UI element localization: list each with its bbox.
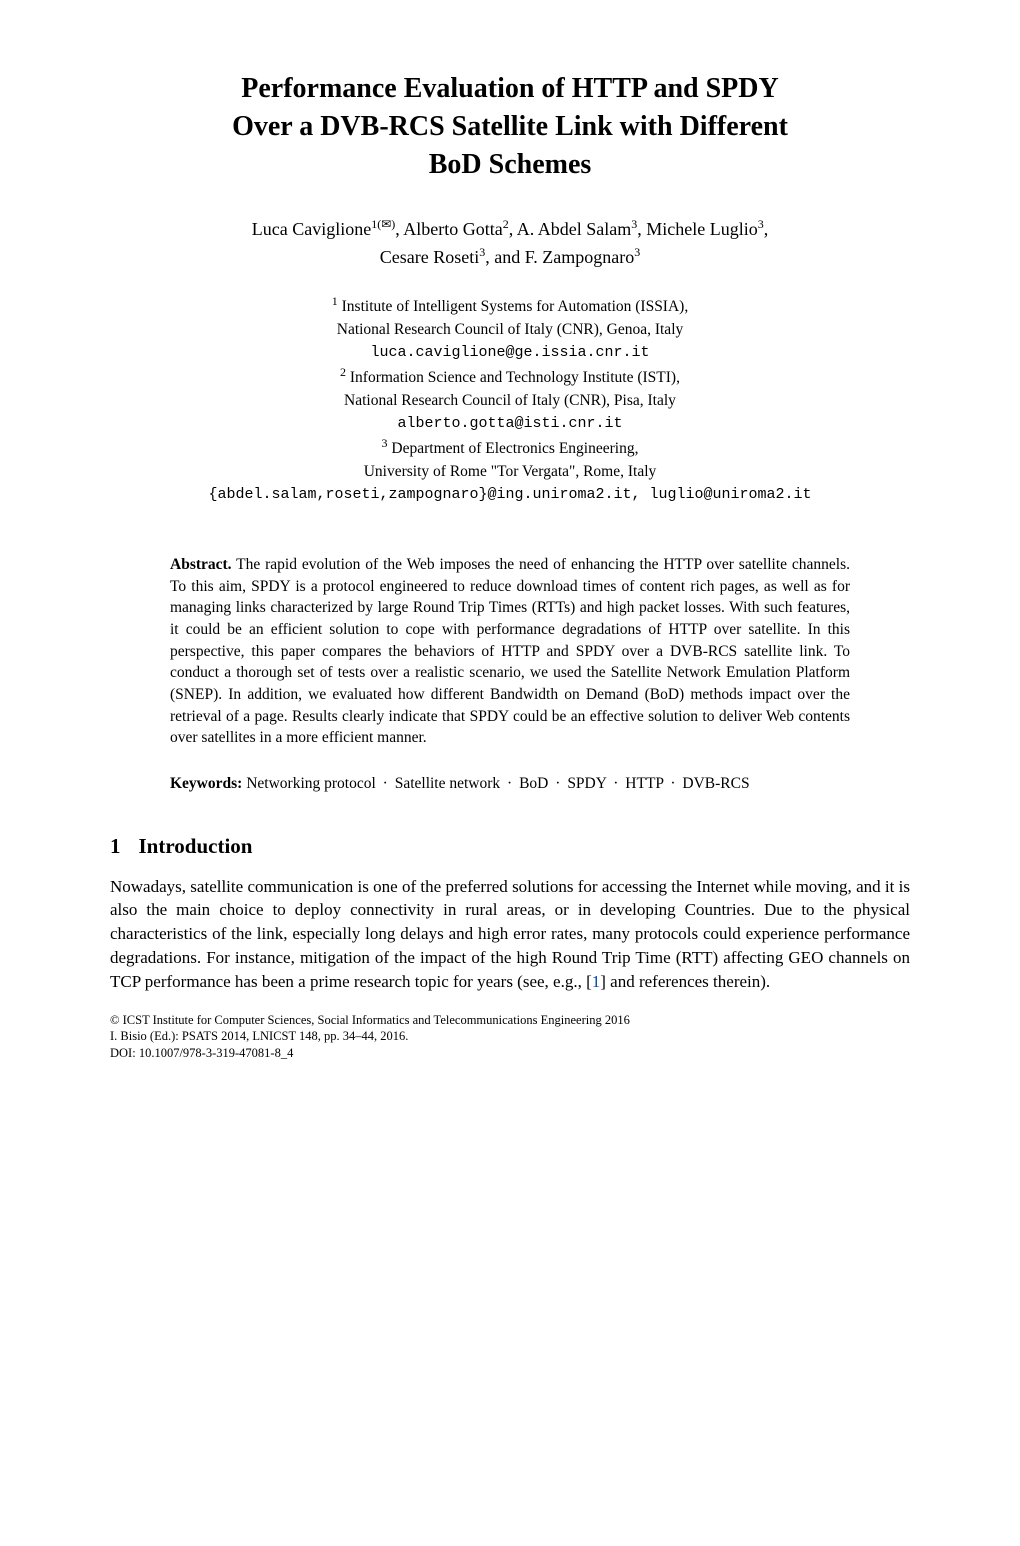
paper-title: Performance Evaluation of HTTP and SPDY … — [110, 70, 910, 183]
copyright-line: © ICST Institute for Computer Sciences, … — [110, 1013, 630, 1027]
footer-block: © ICST Institute for Computer Sciences, … — [110, 1012, 910, 1063]
affil-1-line-2: National Research Council of Italy (CNR)… — [337, 321, 684, 338]
keyword-3: BoD — [519, 775, 548, 792]
title-line-3: BoD Schemes — [429, 149, 592, 180]
intro-paragraph: Nowadays, satellite communication is one… — [110, 875, 910, 994]
intro-text-part-1: Nowadays, satellite communication is one… — [110, 877, 910, 991]
authors-block: Luca Caviglione1(✉), Alberto Gotta2, A. … — [110, 215, 910, 271]
affil-2-line-1: Information Science and Technology Insti… — [346, 369, 680, 386]
affil-3-line-2: University of Rome "Tor Vergata", Rome, … — [364, 463, 657, 480]
reference-link-1[interactable]: 1 — [592, 972, 601, 991]
title-line-1: Performance Evaluation of HTTP and SPDY — [241, 73, 778, 104]
keywords-block: Keywords: Networking protocol · Satellit… — [170, 773, 850, 795]
section-1-number: 1 — [110, 834, 121, 858]
keyword-separator: · — [670, 775, 675, 792]
corresponding-author-icon: ✉ — [381, 217, 391, 231]
author-5: Cesare Roseti — [380, 247, 479, 267]
doi-label: DOI: — [110, 1046, 139, 1060]
keyword-separator: · — [383, 775, 388, 792]
doi-value: 10.1007/978-3-319-47081-8_4 — [139, 1046, 294, 1060]
author-sep: , and — [485, 247, 525, 267]
author-2: Alberto Gotta — [403, 219, 502, 239]
keyword-1: Networking protocol — [246, 775, 376, 792]
section-1-title: Introduction — [139, 834, 253, 858]
author-sep: , — [637, 219, 646, 239]
affil-3-line-1: Department of Electronics Engineering, — [388, 440, 639, 457]
author-4: Michele Luglio — [646, 219, 757, 239]
keyword-4: SPDY — [567, 775, 606, 792]
author-6-affil-sup: 3 — [634, 245, 640, 259]
abstract-text: The rapid evolution of the Web imposes t… — [170, 556, 850, 747]
affiliations-block: 1 Institute of Intelligent Systems for A… — [110, 293, 910, 506]
title-line-2: Over a DVB-RCS Satellite Link with Diffe… — [232, 111, 788, 142]
keyword-separator: · — [555, 775, 560, 792]
keyword-5: HTTP — [625, 775, 663, 792]
affil-1-line-1: Institute of Intelligent Systems for Aut… — [338, 299, 688, 316]
intro-text-part-2: ] and references therein). — [600, 972, 770, 991]
keyword-2: Satellite network — [395, 775, 500, 792]
keywords-label: Keywords: — [170, 775, 242, 792]
author-1: Luca Caviglione — [252, 219, 371, 239]
author-sep: , — [764, 219, 769, 239]
affil-1-email: luca.caviglione@ge.issia.cnr.it — [370, 344, 649, 361]
author-1-affil-sup: 1( — [371, 217, 381, 231]
keyword-separator: · — [613, 775, 618, 792]
page: Performance Evaluation of HTTP and SPDY … — [0, 0, 1020, 1102]
author-sep: , — [509, 219, 517, 239]
editor-line: I. Bisio (Ed.): PSATS 2014, LNICST 148, … — [110, 1029, 408, 1043]
section-1-heading: 1 Introduction — [110, 834, 910, 859]
affil-2-line-2: National Research Council of Italy (CNR)… — [344, 392, 676, 409]
keyword-separator: · — [507, 775, 512, 792]
affil-2-email: alberto.gotta@isti.cnr.it — [397, 415, 622, 432]
abstract-label: Abstract. — [170, 556, 232, 573]
author-6: F. Zampognaro — [525, 247, 635, 267]
keyword-6: DVB-RCS — [682, 775, 749, 792]
affil-3-emails: {abdel.salam,roseti,zampognaro}@ing.unir… — [208, 486, 811, 503]
abstract-block: Abstract. The rapid evolution of the Web… — [170, 554, 850, 749]
author-3: A. Abdel Salam — [517, 219, 632, 239]
